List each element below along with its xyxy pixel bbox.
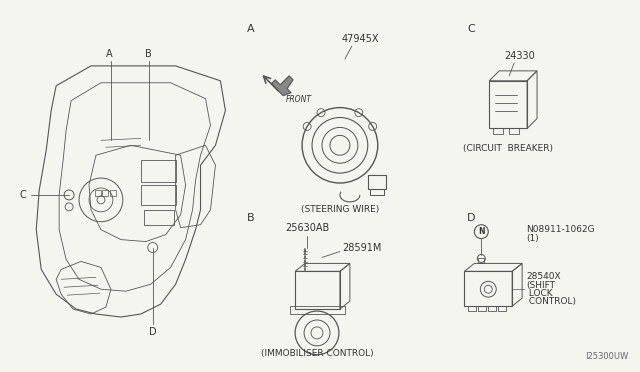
Text: N: N [478,227,484,236]
Text: D: D [149,327,157,337]
Bar [509,128,519,134]
Text: I25300UW: I25300UW [586,352,628,361]
Bar [498,306,506,311]
Text: 47945X: 47945X [341,34,379,44]
Text: 24330: 24330 [504,51,534,61]
Text: CONTROL): CONTROL) [526,296,576,306]
Bar [141,185,175,205]
Bar [144,210,173,225]
Text: A: A [247,24,255,34]
Text: (IMMOBILISER CONTROL): (IMMOBILISER CONTROL) [260,349,373,358]
Text: LOCK: LOCK [526,289,553,298]
Bar [468,306,476,311]
Text: B: B [145,49,152,59]
Bar [478,306,486,311]
Bar [493,128,503,134]
Text: 28540X: 28540X [526,272,561,281]
Text: (CIRCUIT  BREAKER): (CIRCUIT BREAKER) [463,144,553,153]
Bar [370,189,384,195]
Text: (STEERING WIRE): (STEERING WIRE) [301,205,379,214]
Text: (SHIFT: (SHIFT [526,281,555,290]
Text: (1): (1) [526,234,539,243]
Bar [478,259,484,263]
Polygon shape [271,76,293,96]
Text: 25630AB: 25630AB [285,223,329,233]
Text: C: C [20,190,27,200]
Bar [141,160,175,182]
Bar [102,190,108,196]
Text: FRONT: FRONT [286,95,312,104]
Text: C: C [467,24,475,34]
Bar [368,175,386,189]
Text: B: B [247,213,255,223]
Text: A: A [106,49,112,59]
Text: D: D [467,213,476,223]
Bar [488,306,496,311]
Bar [290,306,345,314]
Text: N08911-1062G: N08911-1062G [526,225,595,234]
Text: 28591M: 28591M [342,243,381,253]
Bar [110,190,116,196]
Bar [95,190,101,196]
